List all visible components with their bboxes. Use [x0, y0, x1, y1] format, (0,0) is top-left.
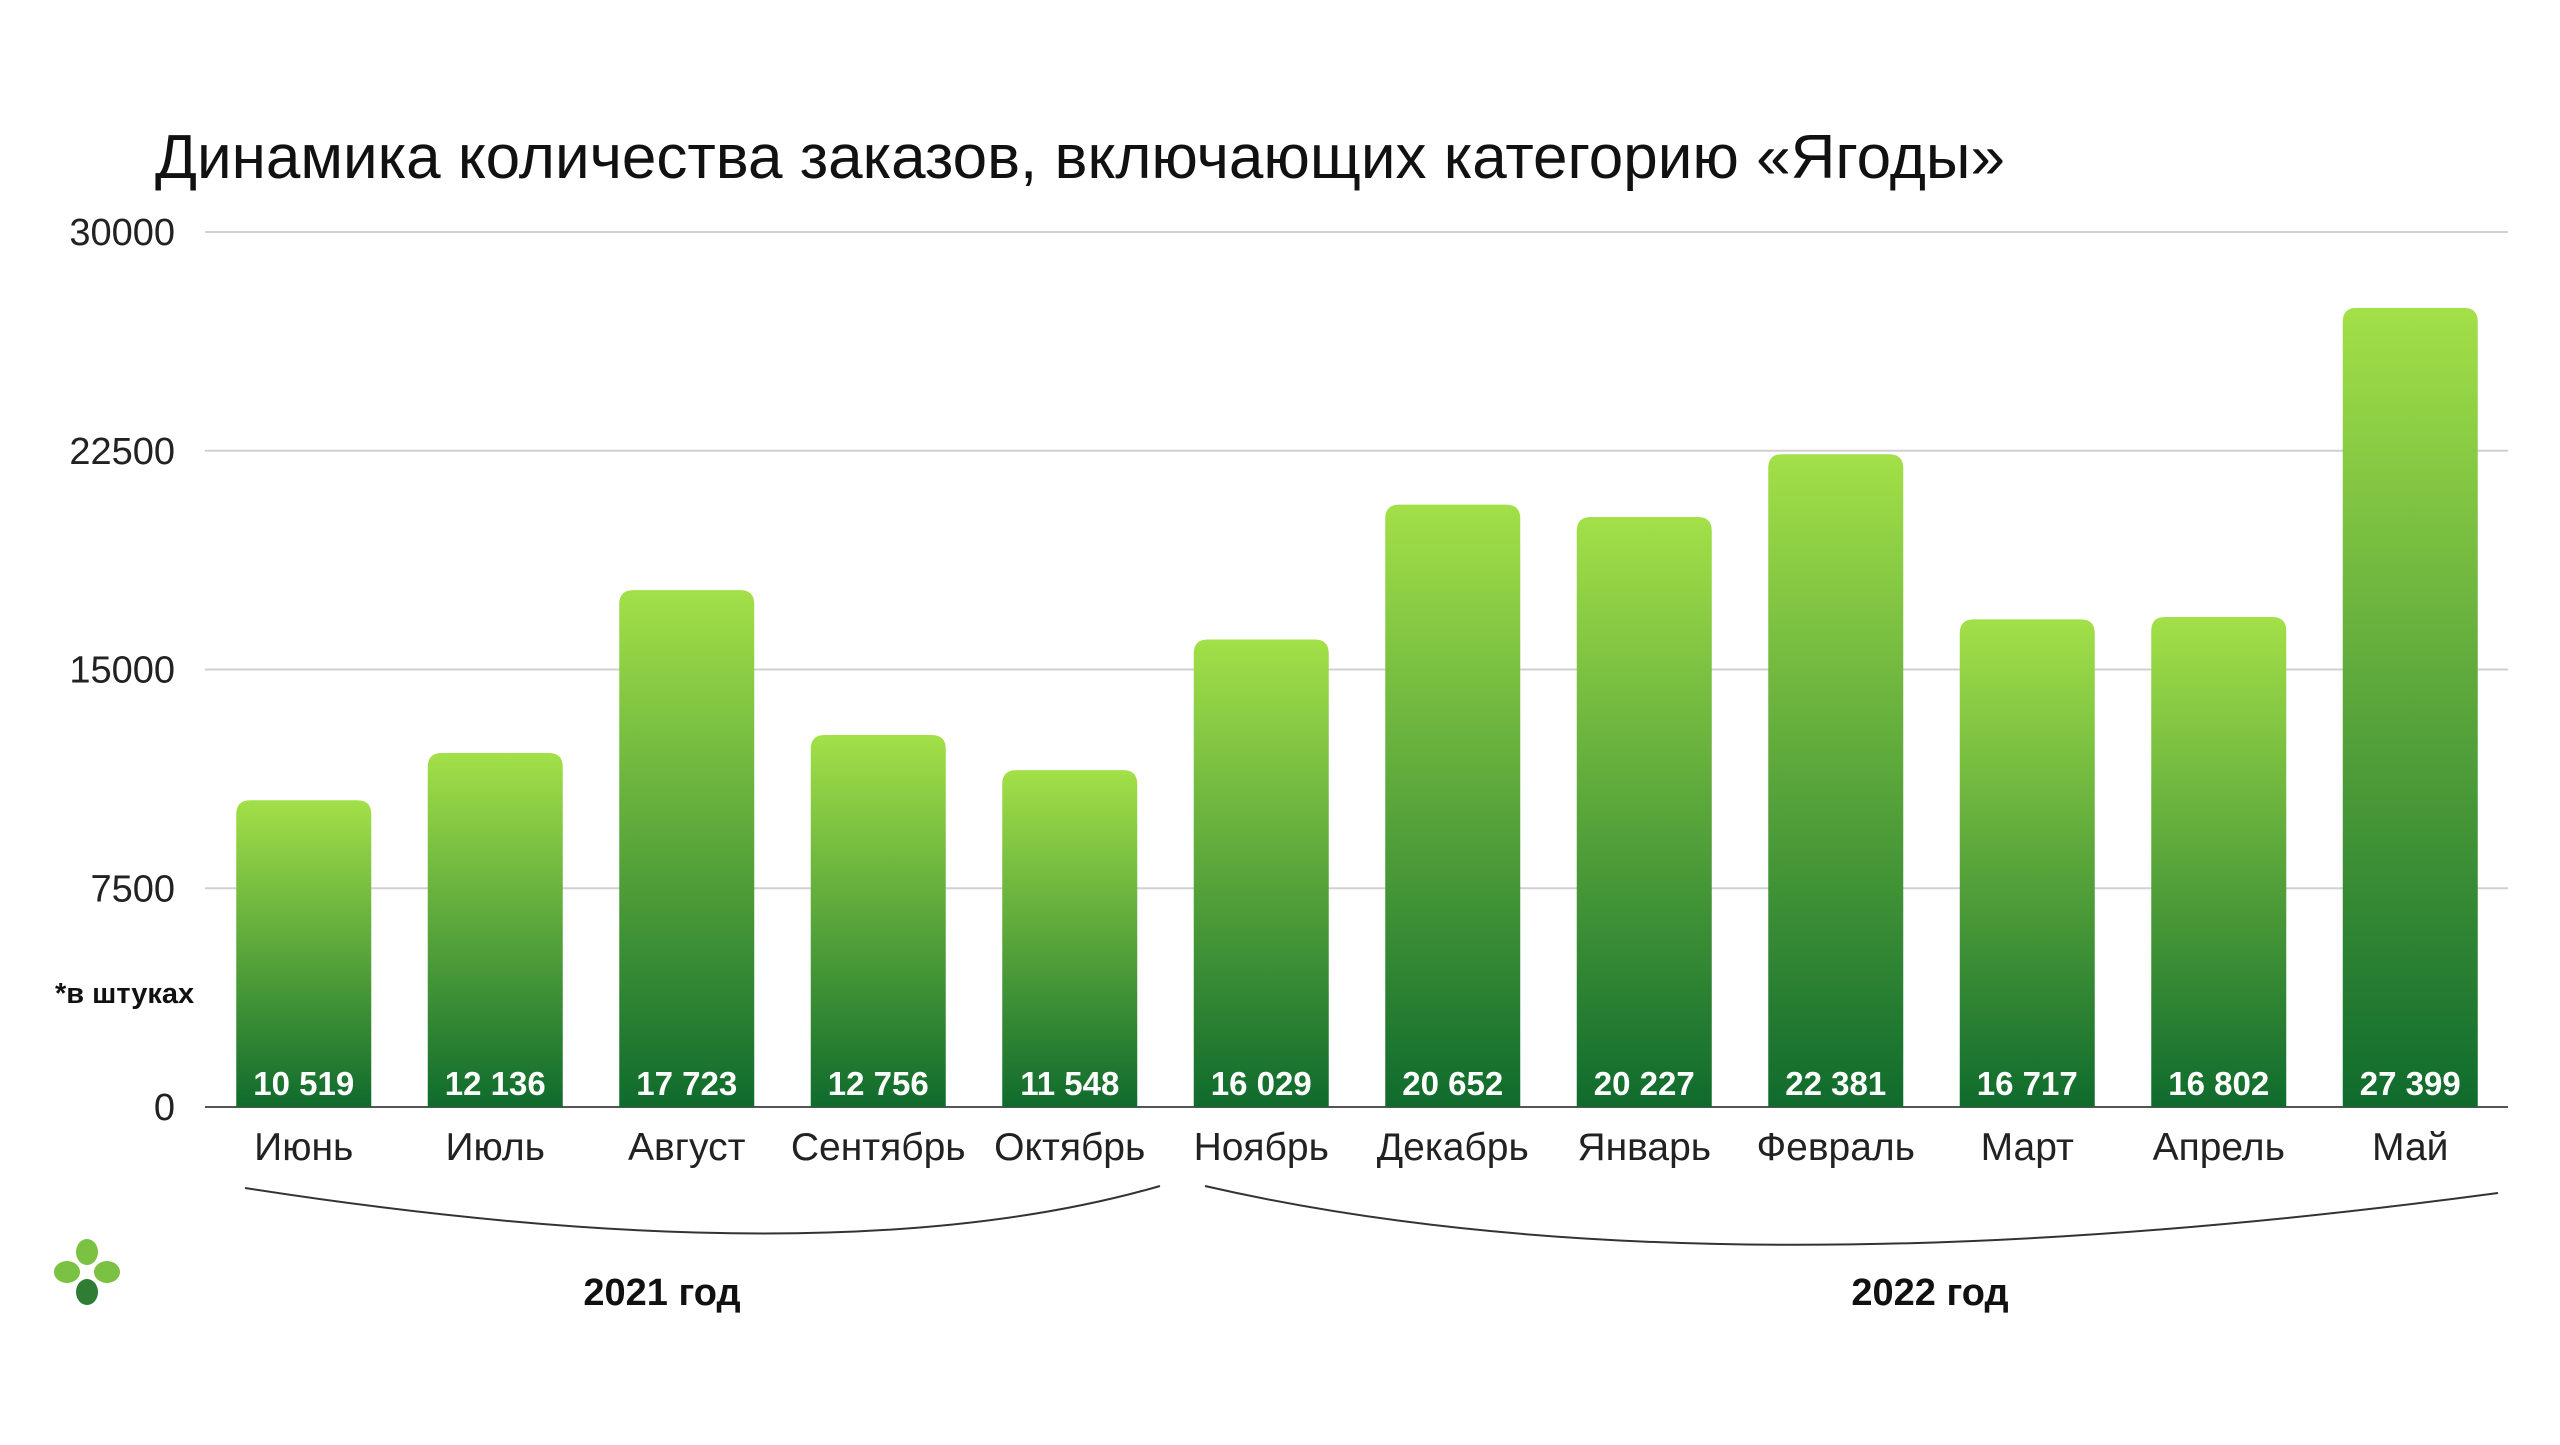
x-tick-label: Февраль: [1756, 1126, 1915, 1169]
data-label: 17 723: [636, 1065, 737, 1102]
x-tick-label: Август: [628, 1126, 746, 1169]
bar: [1193, 639, 1329, 1107]
x-tick-label: Январь: [1577, 1126, 1711, 1169]
data-label: 22 381: [1785, 1065, 1886, 1102]
year-brace-2022: [1204, 1185, 2499, 1246]
bar: [619, 590, 755, 1107]
bar: [427, 753, 563, 1107]
bar: [1385, 504, 1521, 1107]
y-tick-label: 15000: [69, 650, 175, 692]
x-tick-label: Июль: [446, 1126, 546, 1169]
bar: [1576, 517, 1712, 1107]
y-tick-label: 30000: [69, 212, 175, 254]
bar: [1768, 454, 1904, 1107]
bars: [236, 307, 2478, 1107]
bar: [236, 800, 372, 1107]
x-tick-label: Ноябрь: [1194, 1126, 1329, 1169]
data-label: 12 136: [445, 1065, 546, 1102]
data-label: 16 029: [1211, 1065, 1312, 1102]
data-labels: 10 519 12 136 17 723 12 756 11 548 16 029 20 6…: [253, 1065, 2460, 1102]
clover-logo-icon: [54, 1239, 120, 1305]
data-label: 12 756: [828, 1065, 929, 1102]
chart-title: Динамика количества заказов, включающих …: [155, 123, 2005, 192]
grid-lines: [205, 231, 2508, 1108]
x-tick-label: Сентябрь: [791, 1126, 966, 1169]
unit-note: *в штуках: [55, 978, 194, 1010]
x-tick-label: Декабрь: [1377, 1126, 1529, 1169]
year-label-2021: 2021 год: [583, 1272, 740, 1314]
data-label: 20 227: [1594, 1065, 1695, 1102]
bar: [1959, 619, 2095, 1107]
bar: [810, 734, 946, 1107]
x-tick-label: Май: [2372, 1126, 2448, 1169]
x-axis-ticks: Июнь Июль Август Сентябрь Октябрь Ноябрь Декаб…: [254, 1126, 2448, 1169]
x-tick-label: Октябрь: [994, 1126, 1145, 1169]
y-tick-label: 0: [154, 1087, 175, 1129]
y-tick-label: 7500: [90, 868, 175, 910]
year-label-2022: 2022 год: [1851, 1272, 2008, 1314]
bar: [2151, 616, 2287, 1107]
bar: [1002, 770, 1138, 1107]
data-label: 16 802: [2168, 1065, 2269, 1102]
y-axis-ticks: 0 7500 15000 22500 30000: [69, 212, 175, 1129]
data-label: 11 548: [1020, 1065, 1119, 1102]
y-tick-label: 22500: [69, 431, 175, 473]
bar: [2342, 307, 2478, 1107]
x-tick-label: Март: [1981, 1126, 2074, 1169]
data-label: 16 717: [1977, 1065, 2078, 1102]
year-braces: [244, 1185, 2499, 1246]
x-tick-label: Июнь: [254, 1126, 353, 1169]
x-tick-label: Апрель: [2153, 1126, 2285, 1169]
data-label: 27 399: [2360, 1065, 2461, 1102]
year-brace-2021: [244, 1185, 1161, 1235]
data-label: 20 652: [1402, 1065, 1503, 1102]
data-label: 10 519: [253, 1065, 354, 1102]
